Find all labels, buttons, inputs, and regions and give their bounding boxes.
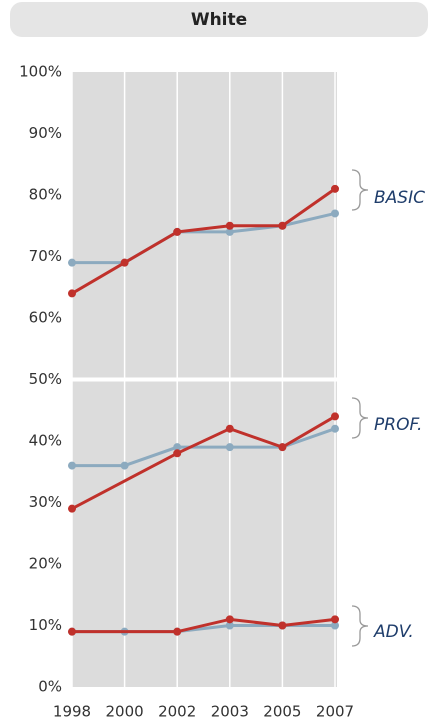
data-point <box>68 289 76 298</box>
data-point <box>331 424 339 433</box>
series-line <box>72 211 336 265</box>
data-point <box>173 627 182 636</box>
x-tick-label: 1998 <box>53 703 91 721</box>
data-point <box>173 227 182 236</box>
brace <box>351 397 369 439</box>
data-point <box>225 621 234 630</box>
data-point <box>68 258 76 267</box>
data-point <box>278 443 287 452</box>
data-point <box>331 615 339 624</box>
data-point <box>225 424 234 433</box>
y-tick-label: 100% <box>19 63 62 81</box>
y-tick-label: 0% <box>38 678 62 696</box>
data-point <box>225 443 234 452</box>
data-point <box>278 621 287 630</box>
brace <box>351 169 369 211</box>
data-point <box>120 258 129 267</box>
y-tick-label: 30% <box>29 493 62 511</box>
group-label: ADV. <box>373 622 414 642</box>
series-line <box>72 427 336 468</box>
title-box <box>10 2 428 37</box>
y-tick-label: 20% <box>29 555 62 573</box>
data-point <box>331 621 339 630</box>
data-point <box>225 227 234 236</box>
x-tick-label: 2005 <box>263 703 301 721</box>
data-point <box>225 221 234 230</box>
x-tick-label: 2002 <box>158 703 196 721</box>
y-tick-label: 70% <box>29 247 62 265</box>
data-point <box>331 412 339 421</box>
series-line <box>71 187 336 295</box>
chart-title: White <box>191 10 247 30</box>
data-point <box>173 443 182 452</box>
data-point <box>331 209 339 218</box>
data-point <box>68 461 76 470</box>
data-point <box>278 221 287 230</box>
group-label: BASIC <box>374 188 425 208</box>
y-tick-label: 60% <box>29 309 62 327</box>
y-tick-label: 10% <box>29 616 62 634</box>
data-point <box>225 615 234 624</box>
data-point <box>68 504 76 513</box>
y-tick-label: 80% <box>29 186 62 204</box>
x-tick-label: 2000 <box>106 703 144 721</box>
x-tick-label: 2003 <box>211 703 249 721</box>
x-tick-label: 2007 <box>316 703 354 721</box>
y-tick-label: 90% <box>29 124 62 142</box>
braces <box>351 169 369 647</box>
data-point <box>68 627 76 636</box>
group-label: PROF. <box>374 415 422 435</box>
data-point <box>120 461 129 470</box>
data-point <box>173 449 182 458</box>
brace <box>351 605 369 647</box>
y-tick-label: 50% <box>29 370 62 388</box>
y-tick-label: 40% <box>29 432 62 450</box>
data-point <box>331 184 339 193</box>
